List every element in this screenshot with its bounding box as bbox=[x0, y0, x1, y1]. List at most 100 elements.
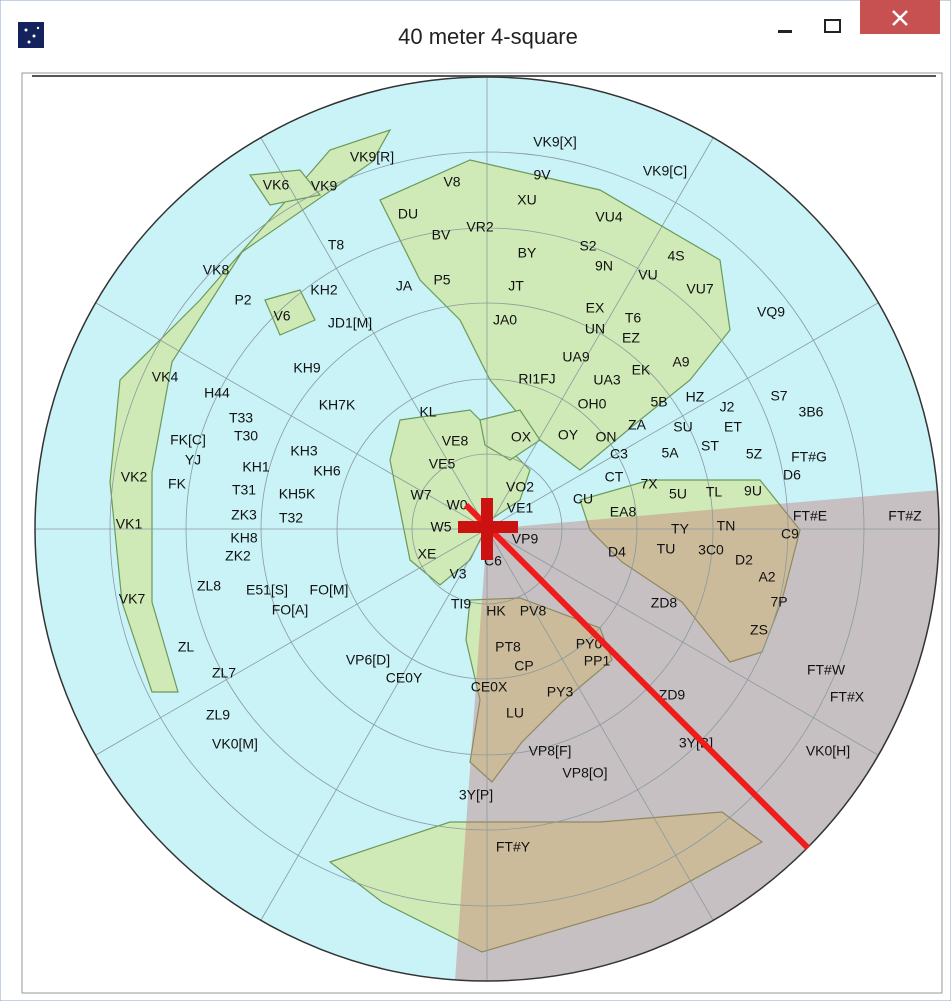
prefix-label: VU7 bbox=[686, 281, 713, 297]
prefix-label: TN bbox=[717, 518, 736, 534]
prefix-label: C9 bbox=[781, 526, 799, 542]
prefix-label: YJ bbox=[185, 452, 201, 468]
prefix-label: PY3 bbox=[547, 684, 574, 700]
prefix-label: ZL9 bbox=[206, 707, 230, 723]
prefix-label: PT8 bbox=[495, 639, 521, 655]
prefix-label: TL bbox=[706, 484, 723, 500]
prefix-label: VP6[D] bbox=[346, 652, 390, 668]
close-button[interactable] bbox=[860, 0, 940, 34]
prefix-label: W7 bbox=[411, 487, 432, 503]
prefix-label: FT#W bbox=[807, 662, 846, 678]
prefix-label: A9 bbox=[672, 354, 689, 370]
prefix-label: EA8 bbox=[610, 504, 637, 520]
prefix-label: KH8 bbox=[230, 530, 257, 546]
prefix-label: VK4 bbox=[152, 369, 179, 385]
prefix-label: ZS bbox=[750, 622, 768, 638]
prefix-label: VR2 bbox=[466, 219, 493, 235]
prefix-label: PV8 bbox=[520, 603, 547, 619]
prefix-label: DU bbox=[398, 206, 418, 222]
prefix-label: V6 bbox=[273, 308, 290, 324]
prefix-label: S2 bbox=[579, 238, 596, 254]
prefix-label: BV bbox=[432, 227, 451, 243]
prefix-label: FT#E bbox=[793, 508, 827, 524]
prefix-label: P2 bbox=[234, 292, 251, 308]
prefix-label: T8 bbox=[328, 237, 345, 253]
prefix-label: TI9 bbox=[451, 596, 471, 612]
prefix-label: BY bbox=[518, 245, 537, 261]
app-icon[interactable] bbox=[18, 22, 44, 48]
prefix-label: W5 bbox=[431, 519, 452, 535]
prefix-label: ZL bbox=[178, 639, 195, 655]
prefix-label: VP9 bbox=[512, 531, 539, 547]
prefix-label: KH3 bbox=[290, 443, 317, 459]
prefix-label: J2 bbox=[720, 399, 735, 415]
prefix-label: KH6 bbox=[313, 463, 340, 479]
prefix-label: VK9[R] bbox=[350, 149, 394, 165]
prefix-label: 7X bbox=[640, 476, 658, 492]
prefix-label: JD1[M] bbox=[328, 315, 372, 331]
prefix-label: JA0 bbox=[493, 312, 517, 328]
prefix-label: ST bbox=[701, 438, 719, 454]
prefix-label: EK bbox=[632, 362, 651, 378]
prefix-label: 3C0 bbox=[698, 542, 724, 558]
prefix-label: T33 bbox=[229, 410, 253, 426]
prefix-label: XE bbox=[418, 546, 437, 562]
prefix-label: VK0[M] bbox=[212, 736, 258, 752]
prefix-label: VE5 bbox=[429, 456, 456, 472]
prefix-label: FK bbox=[168, 476, 187, 492]
prefix-label: SU bbox=[673, 419, 692, 435]
prefix-label: V8 bbox=[443, 174, 460, 190]
prefix-label: 9V bbox=[533, 167, 551, 183]
prefix-label: T30 bbox=[234, 428, 258, 444]
prefix-label: 5A bbox=[661, 445, 679, 461]
prefix-label: UA9 bbox=[562, 349, 589, 365]
prefix-label: EX bbox=[586, 300, 605, 316]
prefix-label: FO[M] bbox=[310, 582, 349, 598]
prefix-label: FT#Y bbox=[496, 839, 531, 855]
prefix-label: XU bbox=[517, 192, 536, 208]
prefix-label: ZK3 bbox=[231, 507, 257, 523]
prefix-label: VK7 bbox=[119, 591, 146, 607]
prefix-label: VK9[C] bbox=[643, 163, 687, 179]
prefix-label: FO[A] bbox=[272, 602, 309, 618]
prefix-label: VP8[O] bbox=[562, 765, 607, 781]
prefix-label: 5Z bbox=[746, 446, 763, 462]
prefix-label: D6 bbox=[783, 467, 801, 483]
prefix-label: VK8 bbox=[203, 262, 230, 278]
prefix-label: VE1 bbox=[507, 500, 534, 516]
prefix-label: KH9 bbox=[293, 360, 320, 376]
prefix-label: TU bbox=[657, 541, 676, 557]
prefix-label: RI1FJ bbox=[518, 371, 555, 387]
prefix-label: W0 bbox=[447, 497, 468, 513]
prefix-label: ON bbox=[596, 429, 617, 445]
prefix-label: KH1 bbox=[242, 459, 269, 475]
prefix-label: T32 bbox=[279, 510, 303, 526]
prefix-label: ZL8 bbox=[197, 578, 221, 594]
prefix-label: 7P bbox=[770, 594, 787, 610]
minimize-button[interactable] bbox=[778, 30, 792, 33]
prefix-label: EZ bbox=[622, 330, 640, 346]
prefix-label: T31 bbox=[232, 482, 256, 498]
app-window: 40 meter 4-square VK9[X]VK9[R]VK9[C]9 bbox=[0, 0, 951, 1001]
prefix-label: C3 bbox=[610, 446, 628, 462]
prefix-label: S7 bbox=[770, 388, 787, 404]
prefix-label: UA3 bbox=[593, 372, 620, 388]
prefix-label: TY bbox=[671, 521, 690, 537]
prefix-label: H44 bbox=[204, 385, 230, 401]
prefix-label: V3 bbox=[449, 566, 466, 582]
prefix-label: 3Y[P] bbox=[459, 787, 493, 803]
prefix-label: A2 bbox=[758, 569, 775, 585]
prefix-label: VK2 bbox=[121, 469, 148, 485]
prefix-label: KH2 bbox=[310, 282, 337, 298]
prefix-label: VO2 bbox=[506, 479, 534, 495]
prefix-label: PP1 bbox=[584, 653, 611, 669]
prefix-label: 9N bbox=[595, 258, 613, 274]
prefix-label: 3B6 bbox=[799, 404, 824, 420]
prefix-label: D4 bbox=[608, 544, 626, 560]
prefix-label: 9U bbox=[744, 483, 762, 499]
prefix-label: CU bbox=[573, 491, 593, 507]
prefix-label: ZD8 bbox=[651, 595, 678, 611]
prefix-label: UN bbox=[585, 321, 605, 337]
prefix-label: 5U bbox=[669, 486, 687, 502]
prefix-label: VK1 bbox=[116, 516, 143, 532]
